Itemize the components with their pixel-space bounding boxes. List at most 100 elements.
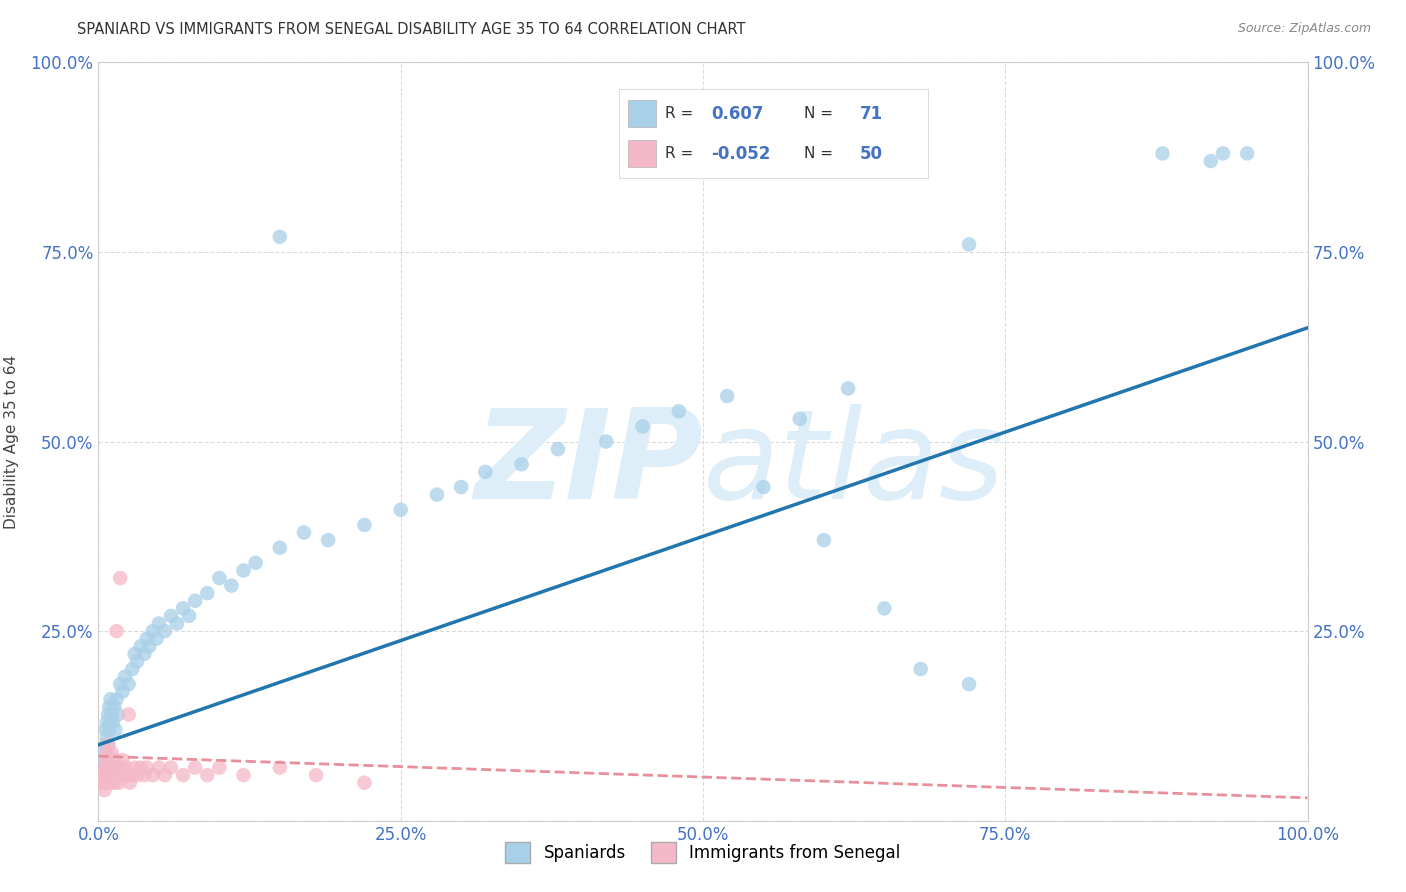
Point <box>108 677 131 691</box>
Point <box>389 503 412 517</box>
Point <box>184 760 207 774</box>
Point <box>269 229 291 244</box>
Point <box>510 458 533 472</box>
Point <box>97 738 120 752</box>
Point <box>100 707 122 722</box>
Point <box>148 616 170 631</box>
Point <box>101 715 124 730</box>
Point <box>96 730 118 744</box>
Point <box>107 707 129 722</box>
Point <box>353 517 375 532</box>
Point <box>837 382 859 396</box>
Point <box>105 760 128 774</box>
Point <box>93 760 115 774</box>
Point <box>208 760 231 774</box>
Point <box>118 776 141 790</box>
Point <box>1236 146 1258 161</box>
Point <box>179 608 201 623</box>
Point <box>160 608 183 623</box>
Point <box>100 715 122 730</box>
Point <box>305 768 328 782</box>
Point <box>142 768 165 782</box>
Point <box>114 669 136 683</box>
Point <box>93 783 115 797</box>
Point <box>108 571 131 585</box>
Point <box>957 237 980 252</box>
Point <box>100 692 122 706</box>
Point <box>142 624 165 639</box>
Point <box>98 699 121 714</box>
Point <box>108 776 131 790</box>
Point <box>110 768 132 782</box>
Point <box>97 707 120 722</box>
Point <box>103 776 125 790</box>
Point <box>208 571 231 585</box>
Point <box>124 760 146 774</box>
Point <box>957 677 980 691</box>
Point <box>184 594 207 608</box>
Point <box>98 753 121 767</box>
Point <box>752 480 775 494</box>
Point <box>117 768 139 782</box>
Point <box>245 556 267 570</box>
Point <box>134 768 156 782</box>
Point <box>1152 146 1174 161</box>
Point <box>100 768 122 782</box>
Point <box>153 768 176 782</box>
Point <box>108 760 131 774</box>
Point <box>118 677 141 691</box>
Point <box>595 434 617 449</box>
Legend: Spaniards, Immigrants from Senegal: Spaniards, Immigrants from Senegal <box>499 836 907 869</box>
Text: 0.607: 0.607 <box>711 104 763 123</box>
Point <box>121 768 143 782</box>
Point <box>426 487 449 501</box>
Point <box>96 746 118 760</box>
Text: atlas: atlas <box>703 404 1005 524</box>
Point <box>127 768 149 782</box>
Point <box>91 768 114 782</box>
Text: -0.052: -0.052 <box>711 145 770 163</box>
Point <box>94 738 117 752</box>
Point <box>172 601 194 615</box>
Point <box>547 442 569 457</box>
Point <box>129 639 152 653</box>
Point <box>135 632 157 646</box>
Point <box>221 579 243 593</box>
Point <box>100 746 122 760</box>
Point <box>134 647 156 661</box>
Point <box>166 616 188 631</box>
Point <box>94 753 117 767</box>
Point <box>103 753 125 767</box>
Point <box>111 685 134 699</box>
Point <box>94 776 117 790</box>
Point <box>111 753 134 767</box>
Point <box>104 768 127 782</box>
Point <box>269 541 291 555</box>
Point <box>98 723 121 737</box>
Point <box>1212 146 1234 161</box>
Point <box>232 564 254 578</box>
Y-axis label: Disability Age 35 to 64: Disability Age 35 to 64 <box>4 354 20 529</box>
Point <box>105 624 128 639</box>
Point <box>474 465 496 479</box>
Point <box>873 601 896 615</box>
Point <box>100 760 122 774</box>
Point <box>1199 153 1222 168</box>
Point <box>101 760 124 774</box>
Point <box>153 624 176 639</box>
Point <box>195 586 218 600</box>
Point <box>789 412 811 426</box>
Text: 71: 71 <box>860 104 883 123</box>
Point <box>96 715 118 730</box>
Point <box>292 525 315 540</box>
Point <box>232 768 254 782</box>
Point <box>100 776 122 790</box>
Point <box>124 647 146 661</box>
Text: N =: N = <box>804 106 838 121</box>
Point <box>450 480 472 494</box>
Point <box>172 768 194 782</box>
Point <box>103 699 125 714</box>
Point <box>93 746 115 760</box>
Point <box>91 776 114 790</box>
Point <box>138 639 160 653</box>
